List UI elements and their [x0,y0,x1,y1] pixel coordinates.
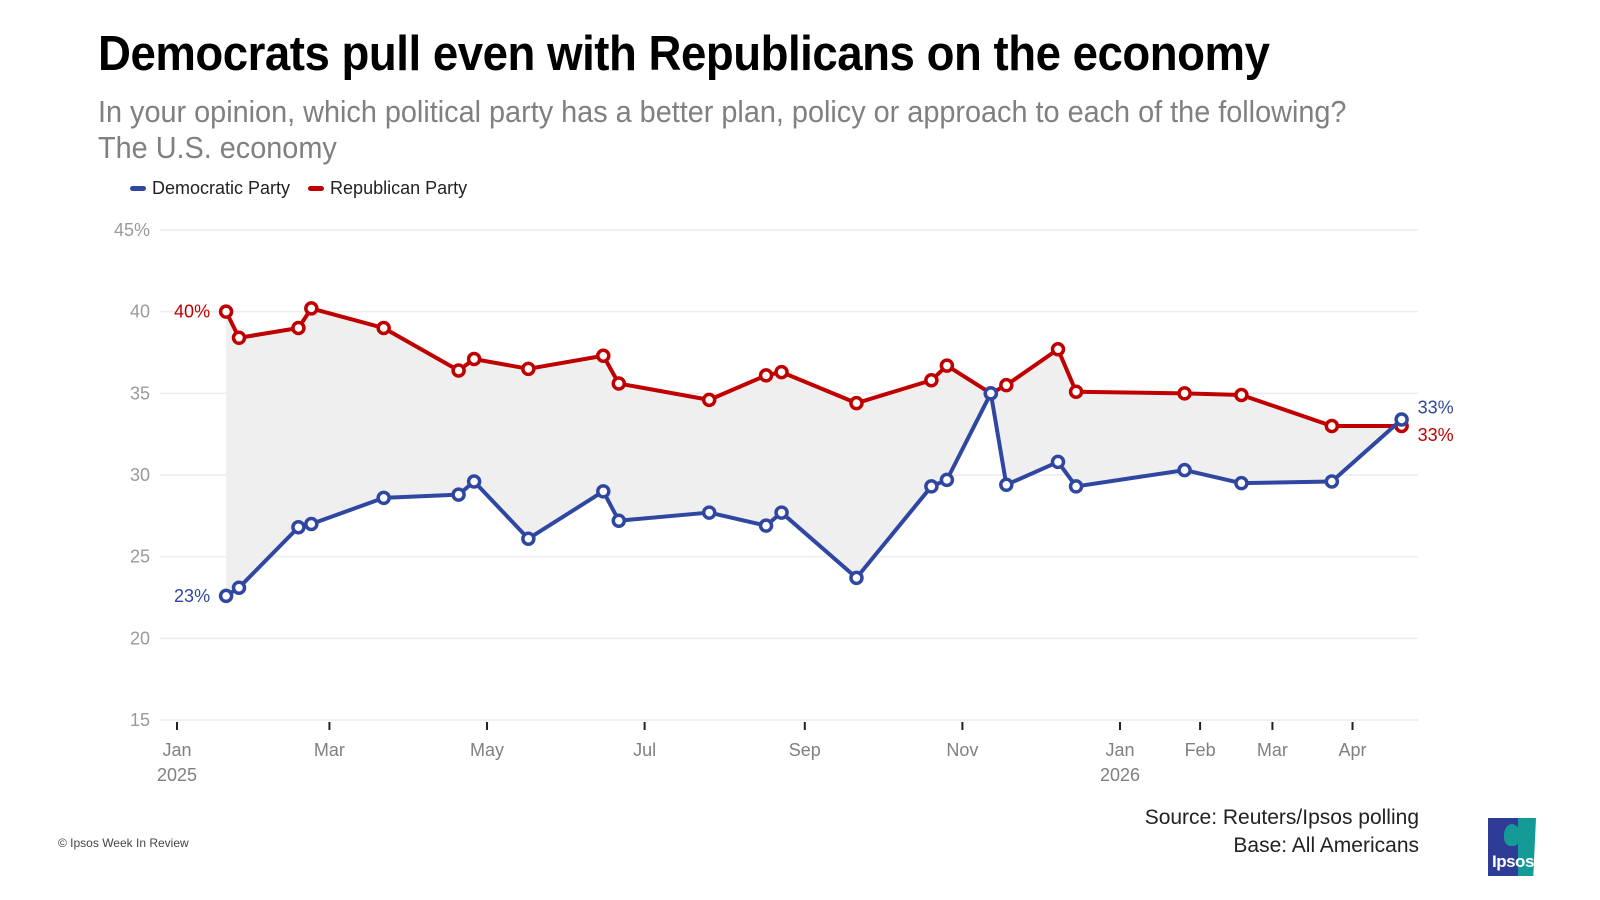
point-democratic [1324,474,1340,489]
x-tick-label: Feb [1185,740,1216,760]
legend-item-republican[interactable]: Republican Party [308,178,467,199]
legend-item-democratic[interactable]: Democratic Party [130,178,290,199]
x-tick-label: Nov [946,740,978,760]
point-republican [218,304,234,319]
point-democratic [983,386,999,401]
logo-right-panel [1518,818,1536,876]
point-republican [774,364,789,380]
point-democratic [291,520,306,535]
point-democratic [376,490,391,506]
point-republican [1234,387,1249,403]
start-label-republican: 40% [174,302,210,322]
copyright: © Ipsos Week In Review [58,836,189,850]
point-republican [1050,341,1066,357]
series-republican [218,301,1409,434]
point-republican [999,377,1014,393]
start-label-democratic: 23% [174,586,210,606]
point-republican [758,368,774,383]
point-democratic [849,570,864,586]
logo-text: Ipsos [1492,852,1534,871]
point-democratic [999,477,1014,493]
point-democratic [1234,475,1249,491]
point-democratic [304,516,319,532]
chart-legend: Democratic Party Republican Party [130,178,467,199]
series [218,301,1409,604]
point-republican [849,395,864,411]
x-tick-label: Apr [1339,740,1367,760]
y-tick-label: 40 [130,302,150,322]
point-democratic [451,487,466,502]
x-axis: Jan 2025 Mar May Jul Sep Nov Jan 2026 Feb Mar Apr [157,722,1367,785]
data-labels: 40% 23% 33% 33% [174,302,1454,606]
logo-head-icon [1504,824,1520,846]
point-democratic [231,580,247,595]
x-tick-label: Jan [162,740,191,760]
source-text: Source: Reuters/Ipsos polling [1144,806,1419,829]
x-tick-label: May [470,740,504,760]
point-republican [376,320,391,336]
point-democratic [611,513,627,528]
point-republican [231,330,247,346]
end-label-democratic: 33% [1418,397,1454,417]
point-democratic [924,479,939,494]
point-democratic [596,484,611,499]
point-republican [291,320,306,336]
base-text: Base: All Americans [1233,834,1419,857]
ipsos-logo: Ipsos [1488,818,1536,876]
y-tick-label: 45% [114,220,150,240]
point-democratic [466,474,482,489]
x-tick-label: Sep [789,740,821,760]
chart-title: Democrats pull even with Republicans on … [98,27,1270,81]
end-label-republican: 33% [1418,425,1454,445]
point-republican [596,348,611,364]
point-republican [611,376,627,391]
point-republican [701,392,717,408]
point-republican [521,361,536,377]
x-tick-label: Jan [1105,740,1134,760]
legend-swatch-democratic [130,186,146,191]
legend-label-democratic: Democratic Party [152,178,291,198]
source-note: Source: Reuters/Ipsos polling Base: All … [1145,804,1419,860]
subtitle-question: In your opinion, which political party h… [98,94,1347,129]
x-tick-sublabel: 2026 [1100,765,1140,785]
legend-swatch-republican [308,186,325,191]
line-democratic [225,391,1403,598]
point-republican [939,358,955,373]
gap-area [226,308,1402,596]
point-republican [451,363,466,378]
chart-subtitle: In your opinion, which political party h… [98,94,1346,166]
x-tick-label: Mar [1257,740,1288,760]
y-tick-label: 35 [130,383,150,403]
point-democratic [701,505,717,520]
y-tick-label: 25 [130,547,150,567]
subtitle-topic: The U.S. economy [98,130,337,165]
point-democratic [1068,479,1084,494]
point-democratic [1394,412,1409,427]
y-tick-label: 20 [130,628,150,648]
point-democratic [774,505,789,520]
y-axis: 15 20 25 30 35 40 45% [114,220,150,730]
point-democratic [521,531,536,546]
point-republican [924,373,939,388]
point-democratic [939,472,955,488]
legend-label-republican: Republican Party [330,178,468,198]
line-republican [224,306,1402,428]
point-democratic [1050,454,1066,470]
x-tick-label: Jul [633,740,656,760]
point-republican [1068,384,1084,399]
point-republican [304,301,319,316]
gap-fill [226,308,1402,596]
point-democratic [218,588,234,604]
point-republican [1177,386,1192,401]
y-tick-label: 30 [130,465,150,485]
point-republican [466,351,482,367]
point-republican [1324,418,1340,434]
x-tick-sublabel: 2025 [157,765,197,785]
y-tick-label: 15 [130,710,150,730]
point-democratic [1177,462,1192,478]
series-democratic [218,386,1409,604]
point-democratic [758,518,774,533]
x-tick-label: Mar [314,740,345,760]
